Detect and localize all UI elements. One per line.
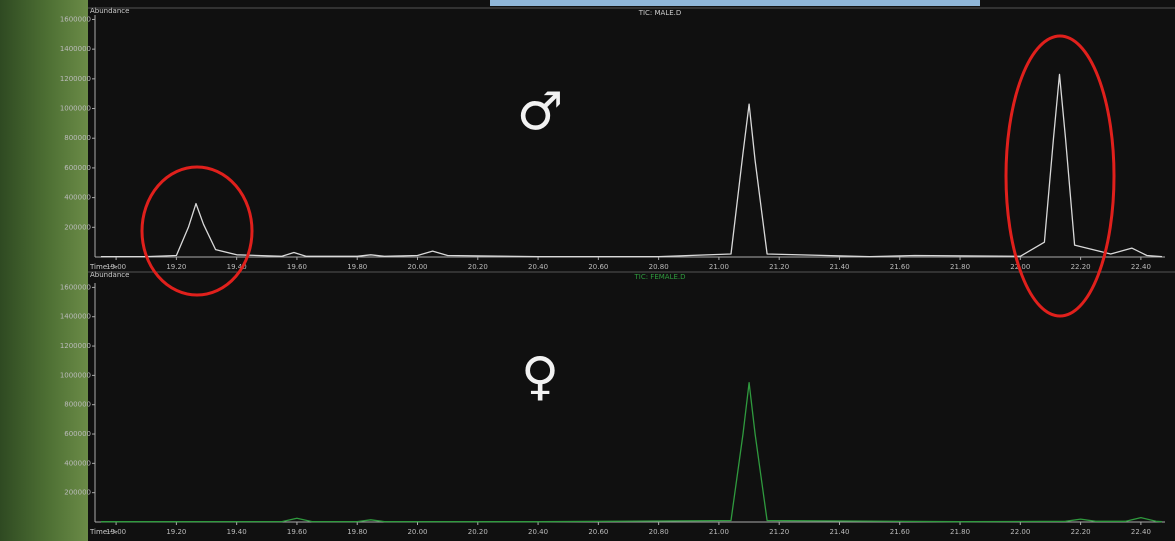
x-tick-label: 20.60 (588, 528, 608, 536)
chromatogram-screenshot: TIC: MALE.DAbundanceTime-->2000004000006… (0, 0, 1175, 541)
y-tick-label: 200000 (64, 223, 91, 231)
chart-title: TIC: MALE.D (638, 9, 682, 17)
y-axis-label: Abundance (90, 7, 129, 15)
x-tick-label: 22.20 (1071, 263, 1091, 271)
sky-strip (490, 0, 980, 6)
x-tick-label: 19.40 (227, 528, 247, 536)
x-tick-label: 19.80 (347, 263, 367, 271)
x-tick-label: 21.60 (890, 263, 910, 271)
x-tick-label: 22.40 (1131, 263, 1151, 271)
x-tick-label: 19.00 (106, 263, 126, 271)
y-tick-label: 1600000 (60, 283, 91, 291)
x-tick-label: 19.20 (166, 528, 186, 536)
y-tick-label: 800000 (64, 401, 91, 409)
y-tick-label: 1400000 (60, 313, 91, 321)
x-tick-label: 19.80 (347, 528, 367, 536)
y-tick-label: 1200000 (60, 75, 91, 83)
sex-symbol: ♂ (517, 82, 564, 142)
x-tick-label: 20.60 (588, 263, 608, 271)
sex-symbol: ♀ (521, 347, 559, 407)
x-tick-label: 22.20 (1071, 528, 1091, 536)
y-tick-label: 1200000 (60, 342, 91, 350)
x-tick-label: 21.00 (709, 528, 729, 536)
y-tick-label: 1000000 (60, 105, 91, 113)
chart-title: TIC: FEMALE.D (633, 273, 685, 281)
y-tick-label: 400000 (64, 459, 91, 467)
x-tick-label: 20.80 (649, 263, 669, 271)
x-tick-label: 22.00 (1010, 528, 1030, 536)
x-tick-label: 20.00 (407, 263, 427, 271)
x-tick-label: 21.40 (829, 528, 849, 536)
y-tick-label: 600000 (64, 164, 91, 172)
y-tick-label: 600000 (64, 430, 91, 438)
y-tick-label: 800000 (64, 134, 91, 142)
x-tick-label: 21.80 (950, 528, 970, 536)
y-tick-label: 400000 (64, 194, 91, 202)
x-tick-label: 20.00 (407, 528, 427, 536)
x-tick-label: 19.60 (287, 528, 307, 536)
y-tick-label: 200000 (64, 489, 91, 497)
x-tick-label: 19.20 (166, 263, 186, 271)
y-tick-label: 1600000 (60, 15, 91, 23)
y-tick-label: 1400000 (60, 45, 91, 53)
page: TIC: MALE.DAbundanceTime-->2000004000006… (0, 0, 1175, 541)
x-tick-label: 21.80 (950, 263, 970, 271)
x-tick-label: 20.20 (468, 263, 488, 271)
x-tick-label: 20.20 (468, 528, 488, 536)
x-tick-label: 19.00 (106, 528, 126, 536)
x-tick-label: 20.40 (528, 263, 548, 271)
x-tick-label: 21.40 (829, 263, 849, 271)
x-tick-label: 19.60 (287, 263, 307, 271)
x-tick-label: 21.00 (709, 263, 729, 271)
y-tick-label: 1000000 (60, 371, 91, 379)
x-tick-label: 21.20 (769, 528, 789, 536)
x-tick-label: 21.20 (769, 263, 789, 271)
y-axis-label: Abundance (90, 271, 129, 279)
x-tick-label: 22.40 (1131, 528, 1151, 536)
x-tick-label: 21.60 (890, 528, 910, 536)
x-tick-label: 20.80 (649, 528, 669, 536)
x-tick-label: 20.40 (528, 528, 548, 536)
